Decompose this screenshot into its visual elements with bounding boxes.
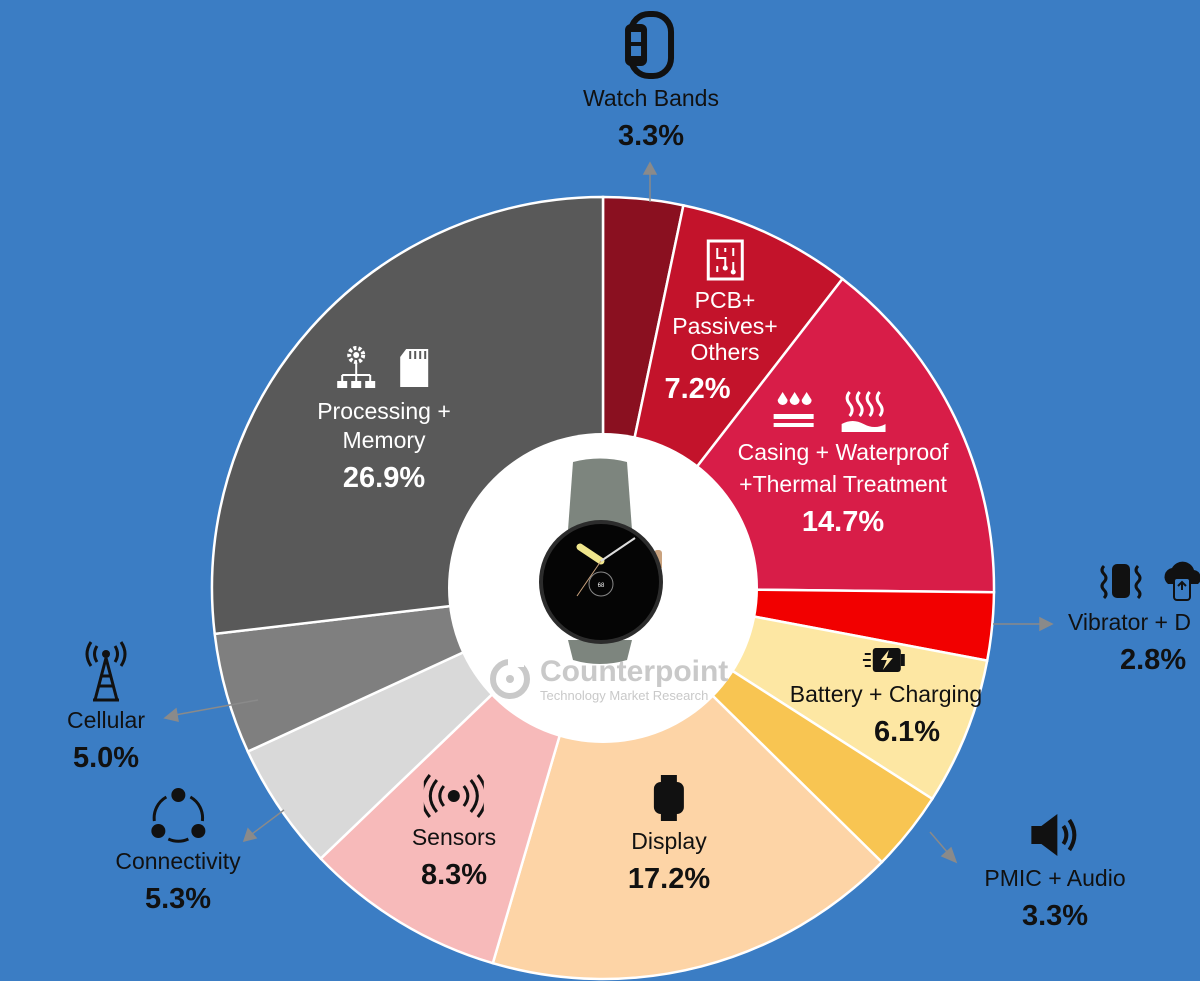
- smartwatch-display-icon: [653, 775, 684, 821]
- connectivity-icon: [151, 788, 205, 843]
- counterpoint-watermark: Counterpoint Technology Market Research: [488, 655, 728, 706]
- processor-icon: [336, 346, 375, 388]
- counterpoint-logo-icon: [490, 655, 530, 699]
- circuit-board-icon: [706, 239, 744, 281]
- watermark-tagline: Technology Market Research: [540, 688, 709, 703]
- memory-card-icon: [399, 349, 428, 387]
- watch-band-icon: [625, 11, 674, 79]
- label-pmic: PMIC + Audio 3.3%: [984, 810, 1126, 932]
- label-processing: Processing + Memory 26.9%: [317, 345, 451, 494]
- speaker-icon: [1031, 814, 1076, 856]
- label-sensors: Sensors 8.3%: [412, 773, 496, 891]
- cell-tower-icon: [85, 641, 127, 702]
- label-battery: Battery + Charging 6.1%: [790, 642, 982, 748]
- sensor-signal-icon: [424, 774, 484, 818]
- watermark-brand: Counterpoint: [540, 655, 729, 688]
- label-pcb: PCB+ Passives+ Others 7.2%: [664, 238, 778, 406]
- label-display: Display 17.2%: [628, 773, 710, 895]
- svg-text:68: 68: [598, 583, 605, 589]
- battery-charging-icon: [862, 648, 905, 672]
- vibrator-icon: [1100, 564, 1142, 600]
- label-watch-bands: Watch Bands 3.3%: [583, 8, 719, 152]
- thermal-icon: [842, 391, 886, 432]
- label-casing: Casing + Waterproof +Thermal Treatment 1…: [738, 388, 948, 538]
- waterproof-icon: [774, 392, 814, 427]
- smartwatch-image: 68: [539, 458, 663, 664]
- cloud-device-icon: [1164, 561, 1200, 601]
- label-connectivity: Connectivity 5.3%: [115, 785, 241, 915]
- label-cellular: Cellular 5.0%: [67, 640, 145, 774]
- leader-arrows: [163, 161, 1054, 864]
- label-vibrator: Vibrator + D 2.8%: [1068, 558, 1200, 676]
